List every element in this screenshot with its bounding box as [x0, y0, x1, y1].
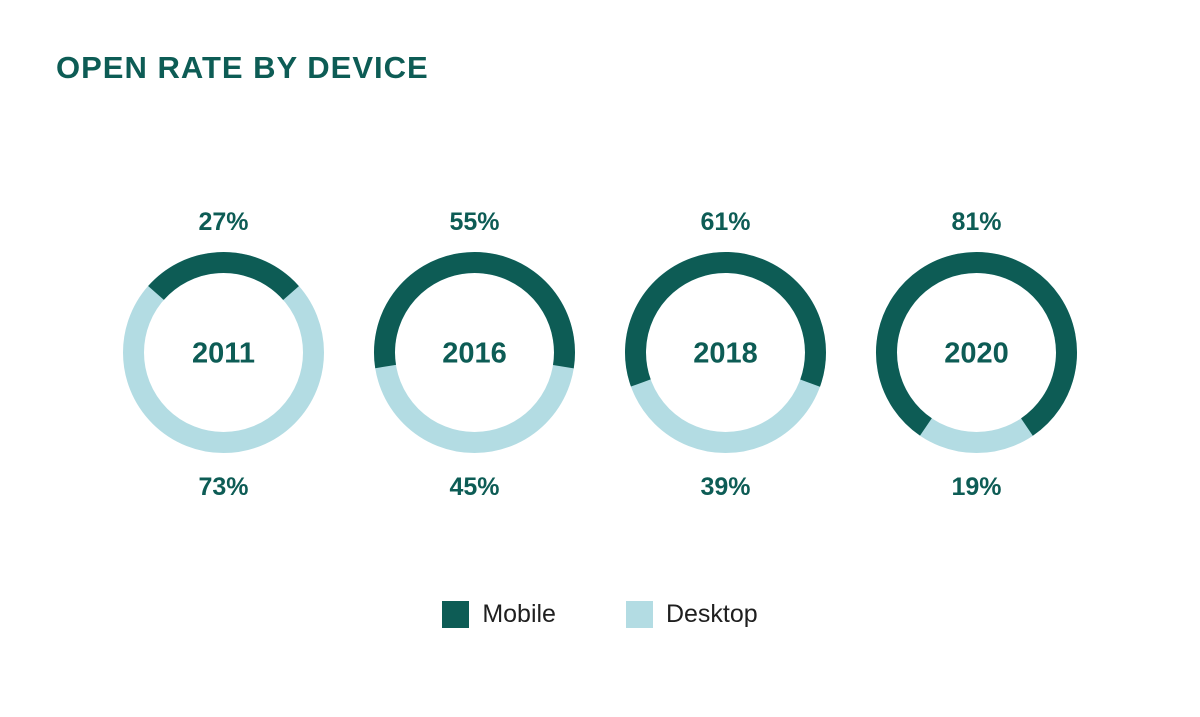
- donut-chart-2018: 61% 2018 39%: [623, 208, 828, 502]
- legend-label-desktop: Desktop: [665, 600, 758, 628]
- mobile-percent-label: 61%: [700, 208, 751, 236]
- donut-chart-2016: 55% 2016 45%: [372, 208, 577, 502]
- legend: Mobile Desktop: [0, 600, 1200, 629]
- mobile-arc: [123, 252, 324, 453]
- legend-swatch-mobile: [442, 601, 470, 628]
- desktop-percent-label: 73%: [198, 473, 249, 501]
- donut-svg: 2016: [373, 252, 575, 453]
- donut-row: 27% 2011 73% 55% 2016 45% 61% 2018 39% 81% 2020 19%: [0, 208, 1200, 502]
- mobile-percent-label: 81%: [951, 208, 1002, 236]
- year-label: 2016: [442, 338, 507, 370]
- mobile-percent-label: 55%: [449, 208, 500, 236]
- legend-item-mobile: Mobile: [442, 600, 556, 629]
- legend-swatch-desktop: [625, 601, 653, 628]
- mobile-arc: [876, 252, 1077, 453]
- donut-chart-2020: 81% 2020 19%: [874, 208, 1079, 502]
- legend-label-mobile: Mobile: [482, 600, 556, 628]
- donut-svg: 2011: [123, 252, 324, 453]
- page-title: OPEN RATE BY DEVICE: [56, 50, 429, 85]
- donut-chart-2011: 27% 2011 73%: [121, 208, 326, 502]
- mobile-arc: [373, 252, 575, 453]
- legend-item-desktop: Desktop: [625, 600, 758, 629]
- mobile-percent-label: 27%: [198, 208, 249, 236]
- year-label: 2011: [192, 338, 255, 370]
- desktop-percent-label: 45%: [449, 473, 500, 501]
- year-label: 2018: [693, 338, 758, 370]
- desktop-percent-label: 19%: [951, 473, 1002, 501]
- donut-svg: 2020: [876, 252, 1077, 453]
- donut-svg: 2018: [625, 252, 826, 454]
- desktop-percent-label: 39%: [700, 473, 751, 501]
- year-label: 2020: [944, 338, 1009, 370]
